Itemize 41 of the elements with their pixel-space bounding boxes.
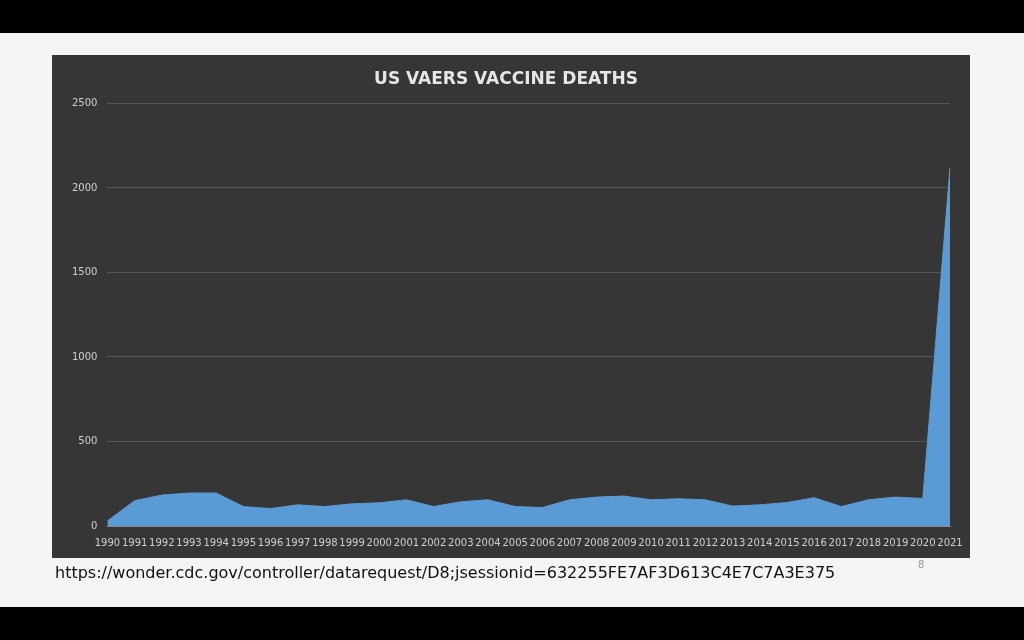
x-tick-label: 2004 [475,536,501,548]
x-tick-label: 2010 [638,536,664,548]
x-tick-label: 2009 [611,536,637,548]
x-tick-label: 1991 [121,536,148,548]
x-tick-label: 2014 [747,536,773,548]
y-tick-label: 500 [78,435,98,447]
x-tick-label: 1993 [176,536,202,548]
x-tick-label: 2013 [719,536,746,548]
x-tick-label: 2018 [855,536,882,548]
x-tick-label: 1999 [339,536,365,548]
y-tick-label: 1000 [72,350,98,362]
chart-title: US VAERS VACCINE DEATHS [374,67,638,88]
text: https://wonder.cdc.gov/controller/datarequest/D8;jsessionid=632255FE7AF3D613C4E7C7A3E375 [55,563,836,582]
x-tick-label: 2001 [393,536,420,548]
x-tick-label: 2002 [420,536,447,548]
x-tick-label: 2016 [801,536,827,548]
x-tick-label: 1992 [149,536,175,548]
text: 8 [918,559,925,570]
x-tick-label: 2021 [937,536,963,548]
y-tick-label: 0 [91,519,98,531]
y-tick-label: 2000 [72,181,98,193]
x-tick-label: 2006 [529,536,556,548]
x-tick-label: 2015 [774,536,800,548]
y-tick-label: 1500 [72,266,98,278]
x-tick-label: 2012 [692,536,719,548]
x-tick-label: 2011 [665,536,691,548]
x-tick-label: 2008 [583,536,610,548]
x-tick-label: 2005 [502,536,528,548]
x-tick-label: 2007 [556,536,583,548]
x-tick-label: 1997 [284,536,311,548]
x-tick-label: 2019 [882,536,909,548]
x-tick-label: 1998 [312,536,338,548]
x-tick-label: 1995 [230,536,257,548]
x-tick-label: 2020 [910,536,936,548]
x-tick-label: 1990 [94,536,121,548]
x-tick-label: 2003 [448,536,474,548]
x-tick-label: 2017 [828,536,855,548]
x-tick-label: 2000 [366,536,392,548]
y-tick-label: 2500 [72,96,98,108]
x-tick-label: 1994 [203,536,229,548]
x-tick-label: 1996 [257,536,284,548]
